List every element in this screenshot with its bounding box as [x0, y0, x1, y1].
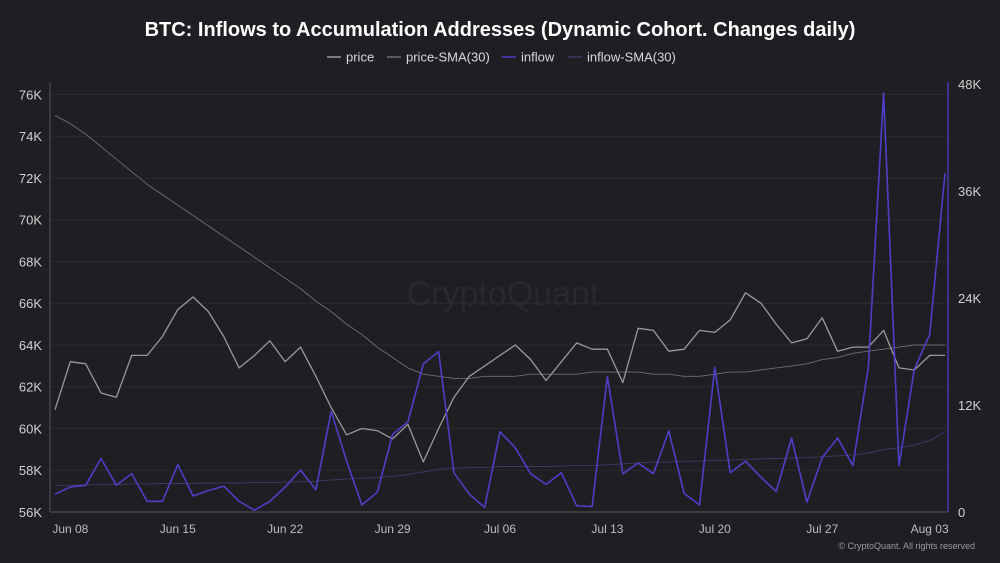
left-axis-ticks: 56K 58K 60K 62K 64K 66K 68K 70K 72K 74K 76K — [19, 87, 42, 520]
x-tick-label: Aug 03 — [911, 522, 949, 536]
series-line-inflow — [54, 92, 946, 512]
y-right-tick-label: 48K — [958, 77, 981, 92]
right-axis-ticks: 0 12K 24K 36K 48K — [958, 77, 981, 520]
y-right-tick-label: 12K — [958, 398, 981, 413]
y-left-tick-label: 74K — [19, 129, 42, 144]
legend: price price-SMA(30) inflow inflow-SMA(30) — [327, 50, 676, 65]
x-tick-label: Jul 13 — [591, 522, 623, 536]
x-axis-ticks: Jun 08 Jun 15 Jun 22 Jun 29 Jul 06 Jul 13 Jul … — [52, 522, 949, 536]
x-tick-label: Jul 27 — [806, 522, 838, 536]
x-tick-label: Jun 08 — [52, 522, 88, 536]
legend-label: inflow-SMA(30) — [587, 50, 676, 65]
y-left-tick-label: 72K — [19, 171, 42, 186]
x-tick-label: Jul 06 — [484, 522, 516, 536]
y-left-tick-label: 68K — [19, 254, 42, 269]
legend-label: price-SMA(30) — [406, 50, 490, 65]
series-layer — [54, 92, 946, 512]
series-line-price — [54, 292, 945, 463]
y-left-tick-label: 66K — [19, 296, 42, 311]
legend-label: price — [346, 50, 374, 65]
y-right-tick-label: 24K — [958, 291, 981, 306]
x-tick-label: Jun 29 — [375, 522, 411, 536]
y-left-tick-label: 60K — [19, 421, 42, 436]
y-left-tick-label: 56K — [19, 505, 42, 520]
x-tick-label: Jun 15 — [160, 522, 196, 536]
series-line-price-sma-30 — [54, 114, 945, 379]
x-tick-label: Jul 20 — [699, 522, 731, 536]
x-tick-label: Jun 22 — [267, 522, 303, 536]
y-right-tick-label: 36K — [958, 184, 981, 199]
chart-title: BTC: Inflows to Accumulation Addresses (… — [145, 19, 856, 41]
y-left-tick-label: 70K — [19, 213, 42, 228]
y-left-tick-label: 64K — [19, 338, 42, 353]
y-left-tick-label: 76K — [19, 87, 42, 102]
copyright: © CryptoQuant. All rights reserved — [838, 541, 975, 551]
watermark: CryptoQuant — [407, 275, 600, 313]
gridlines — [50, 93, 948, 471]
legend-label: inflow — [521, 50, 555, 65]
y-left-tick-label: 62K — [19, 380, 42, 395]
y-right-tick-label: 0 — [958, 505, 965, 520]
y-left-tick-label: 58K — [19, 463, 42, 478]
